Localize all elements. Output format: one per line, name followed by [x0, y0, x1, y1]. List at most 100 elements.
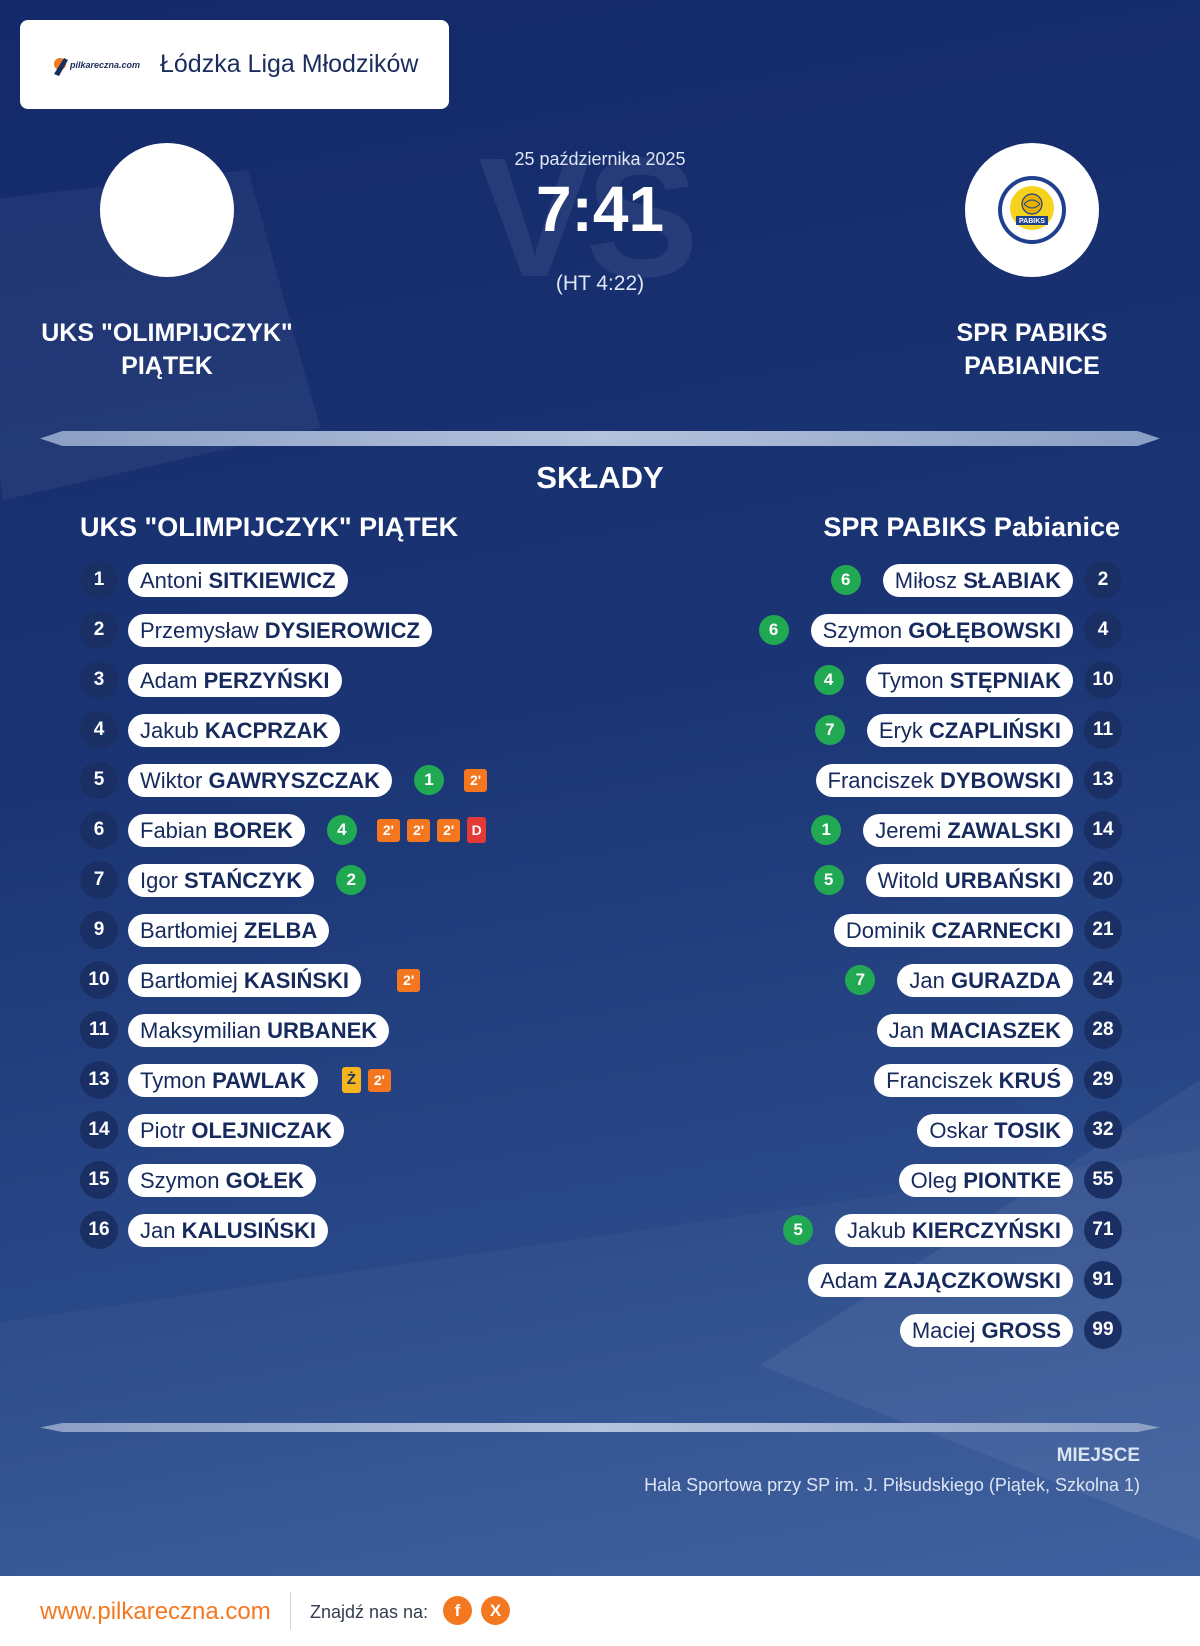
player-number: 10: [80, 961, 118, 999]
player-last-name: URBAŃSKI: [944, 867, 1061, 893]
player-name: Bartłomiej ZELBA: [128, 913, 330, 947]
player-number: 16: [80, 1211, 118, 1249]
player-name: Szymon GOŁEK: [128, 1163, 316, 1197]
divider: [40, 1423, 1160, 1432]
league-header: pilkareczna.com Łódzka Liga Młodzików: [20, 20, 449, 109]
player-number: 55: [1084, 1161, 1122, 1199]
player-last-name: DYSIEROWICZ: [264, 617, 420, 643]
player-first-name: Jan: [888, 1017, 931, 1043]
footer: www.pilkareczna.com Znajdź nas na: f X: [0, 1576, 1200, 1646]
player-name: Maksymilian URBANEK: [128, 1013, 390, 1047]
player-first-name: Jakub: [140, 717, 205, 743]
player-name: Jan MACIASZEK: [876, 1013, 1073, 1047]
goals-badge: 5: [813, 865, 844, 895]
x-icon[interactable]: X: [481, 1596, 510, 1625]
player-row: 9 Bartłomiej ZELBA: [80, 905, 620, 955]
home-lineup-title: UKS "OLIMPIJCZYK" PIĄTEK: [80, 512, 459, 542]
player-row: 6 Szymon GOŁĘBOWSKI 4: [582, 605, 1122, 655]
player-number: 20: [1084, 861, 1122, 899]
match-poster: pilkareczna.com Łódzka Liga Młodzików VS…: [0, 0, 1200, 1576]
player-first-name: Franciszek: [886, 1067, 999, 1093]
crest-text: PABIKS: [1019, 218, 1045, 225]
player-first-name: Antoni: [140, 567, 209, 593]
player-last-name: SŁABIAK: [963, 567, 1061, 593]
player-number: 21: [1084, 911, 1122, 949]
player-row: Franciszek DYBOWSKI 13: [582, 755, 1122, 805]
player-last-name: CZAPLIŃSKI: [929, 717, 1061, 743]
player-first-name: Igor: [140, 867, 185, 893]
away-team-crest: PABIKS: [965, 143, 1099, 277]
player-first-name: Szymon: [140, 1167, 226, 1193]
player-last-name: PIONTKE: [963, 1167, 1061, 1193]
final-score: 7:41: [535, 173, 665, 245]
divider: [40, 431, 1160, 446]
player-row: 10 Bartłomiej KASIŃSKI 2': [80, 955, 620, 1005]
player-row: 11 Maksymilian URBANEK: [80, 1005, 620, 1055]
player-row: 3 Adam PERZYŃSKI: [80, 655, 620, 705]
player-last-name: DYBOWSKI: [940, 767, 1061, 793]
player-number: 28: [1084, 1011, 1122, 1049]
player-name: Franciszek DYBOWSKI: [815, 763, 1073, 797]
player-number: 5: [80, 761, 118, 799]
player-first-name: Oskar: [929, 1117, 995, 1143]
player-number: 7: [80, 861, 118, 899]
player-name: Maciej GROSS: [899, 1313, 1073, 1347]
player-number: 2: [1084, 561, 1122, 599]
player-name: Miłosz SŁABIAK: [882, 563, 1073, 597]
goals-badge: 2: [336, 865, 367, 895]
player-first-name: Maciej: [911, 1317, 982, 1343]
player-row: 7 Igor STAŃCZYK 2: [80, 855, 620, 905]
yellow-card-badge: Ż: [341, 1067, 361, 1093]
player-row: Maciej GROSS 99: [582, 1305, 1122, 1355]
goals-badge: 7: [814, 715, 845, 745]
player-row: 14 Piotr OLEJNICZAK: [80, 1105, 620, 1155]
match-date: 25 października 2025: [514, 149, 686, 169]
player-first-name: Jan: [909, 967, 951, 993]
player-first-name: Piotr: [140, 1117, 192, 1143]
site-link[interactable]: www.pilkareczna.com: [40, 1598, 271, 1625]
pabiks-crest-icon: PABIKS: [998, 176, 1066, 244]
facebook-icon[interactable]: f: [443, 1596, 472, 1625]
player-number: 24: [1084, 961, 1122, 999]
player-name: Adam ZAJĄCZKOWSKI: [808, 1263, 1073, 1297]
footer-divider: [290, 1592, 291, 1630]
player-name: Wiktor GAWRYSZCZAK: [128, 763, 392, 797]
player-name: Oskar TOSIK: [917, 1113, 1073, 1147]
player-name: Dominik CZARNECKI: [833, 913, 1073, 947]
player-first-name: Tymon: [140, 1067, 213, 1093]
player-number: 9: [80, 911, 118, 949]
player-number: 10: [1084, 661, 1122, 699]
suspension-badge: 2': [406, 818, 431, 842]
player-last-name: MACIASZEK: [930, 1017, 1061, 1043]
player-row: Oskar TOSIK 32: [582, 1105, 1122, 1155]
player-number: 15: [80, 1161, 118, 1199]
player-name: Oleg PIONTKE: [898, 1163, 1073, 1197]
player-first-name: Miłosz: [894, 567, 964, 593]
player-last-name: ZELBA: [243, 917, 318, 943]
player-last-name: KRUŚ: [998, 1067, 1061, 1093]
player-row: 1 Jeremi ZAWALSKI 14: [582, 805, 1122, 855]
goals-badge: 4: [326, 815, 357, 845]
player-name: Jakub KACPRZAK: [128, 713, 341, 747]
venue-label: MIEJSCE: [1056, 1445, 1140, 1466]
goals-badge: 5: [783, 1215, 814, 1245]
player-name: Jeremi ZAWALSKI: [863, 813, 1073, 847]
player-row: Adam ZAJĄCZKOWSKI 91: [582, 1255, 1122, 1305]
player-number: 91: [1084, 1261, 1122, 1299]
player-row: 5 Witold URBAŃSKI 20: [582, 855, 1122, 905]
player-first-name: Oleg: [910, 1167, 964, 1193]
player-row: 5 Wiktor GAWRYSZCZAK 1 2': [80, 755, 620, 805]
player-name: Franciszek KRUŚ: [874, 1063, 1073, 1097]
player-number: 11: [80, 1011, 118, 1049]
player-first-name: Maksymilian: [140, 1017, 268, 1043]
away-roster: 6 Miłosz SŁABIAK 2 6 Szymon GOŁĘBOWSKI 4 4 Tymo…: [582, 555, 1122, 1355]
brand-logo-text: pilkareczna.com: [69, 60, 140, 70]
player-name: Adam PERZYŃSKI: [128, 663, 342, 697]
player-last-name: PAWLAK: [212, 1067, 306, 1093]
player-name: Jakub KIERCZYŃSKI: [835, 1213, 1073, 1247]
player-row: 1 Antoni SITKIEWICZ: [80, 555, 620, 605]
player-first-name: Dominik: [845, 917, 932, 943]
player-first-name: Fabian: [140, 817, 214, 843]
lineups-title: SKŁADY: [536, 460, 664, 495]
player-number: 4: [1084, 611, 1122, 649]
